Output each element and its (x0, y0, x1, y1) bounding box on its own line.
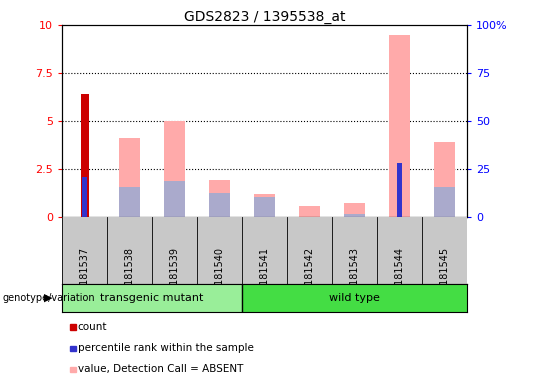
Bar (300, 207, 320, 217)
Bar (210, 193, 230, 217)
Text: GSM181542: GSM181542 (305, 247, 315, 306)
Bar (435, 187, 455, 217)
Text: GSM181538: GSM181538 (125, 247, 134, 306)
Bar (345, 203, 364, 217)
Bar (165, 182, 185, 217)
Text: GSM181537: GSM181537 (79, 247, 90, 306)
Text: genotype/variation: genotype/variation (3, 293, 96, 303)
Text: GSM181539: GSM181539 (170, 247, 180, 306)
Text: GSM181544: GSM181544 (395, 247, 404, 306)
Bar (345, 214, 364, 217)
Text: value, Detection Call = ABSENT: value, Detection Call = ABSENT (78, 364, 243, 374)
Bar (254, 197, 275, 217)
Text: transgenic mutant: transgenic mutant (100, 293, 204, 303)
Text: percentile rank within the sample: percentile rank within the sample (78, 343, 254, 353)
Text: count: count (78, 322, 107, 332)
Text: wild type: wild type (329, 293, 380, 303)
Bar (389, 35, 410, 217)
Bar (210, 180, 230, 217)
Bar (254, 194, 275, 217)
Text: GSM181541: GSM181541 (260, 247, 269, 306)
Bar (397, 163, 402, 217)
Bar (165, 121, 185, 217)
Text: GSM181540: GSM181540 (214, 247, 225, 306)
Bar (82, 177, 87, 217)
Bar (435, 142, 455, 217)
Title: GDS2823 / 1395538_at: GDS2823 / 1395538_at (184, 10, 346, 24)
Bar (62, 284, 242, 312)
Bar (80, 94, 89, 217)
Text: GSM181545: GSM181545 (440, 247, 450, 306)
Bar (119, 138, 140, 217)
Bar (119, 187, 140, 217)
Text: ▶: ▶ (44, 293, 53, 303)
Bar (242, 284, 467, 312)
Text: GSM181543: GSM181543 (349, 247, 360, 306)
